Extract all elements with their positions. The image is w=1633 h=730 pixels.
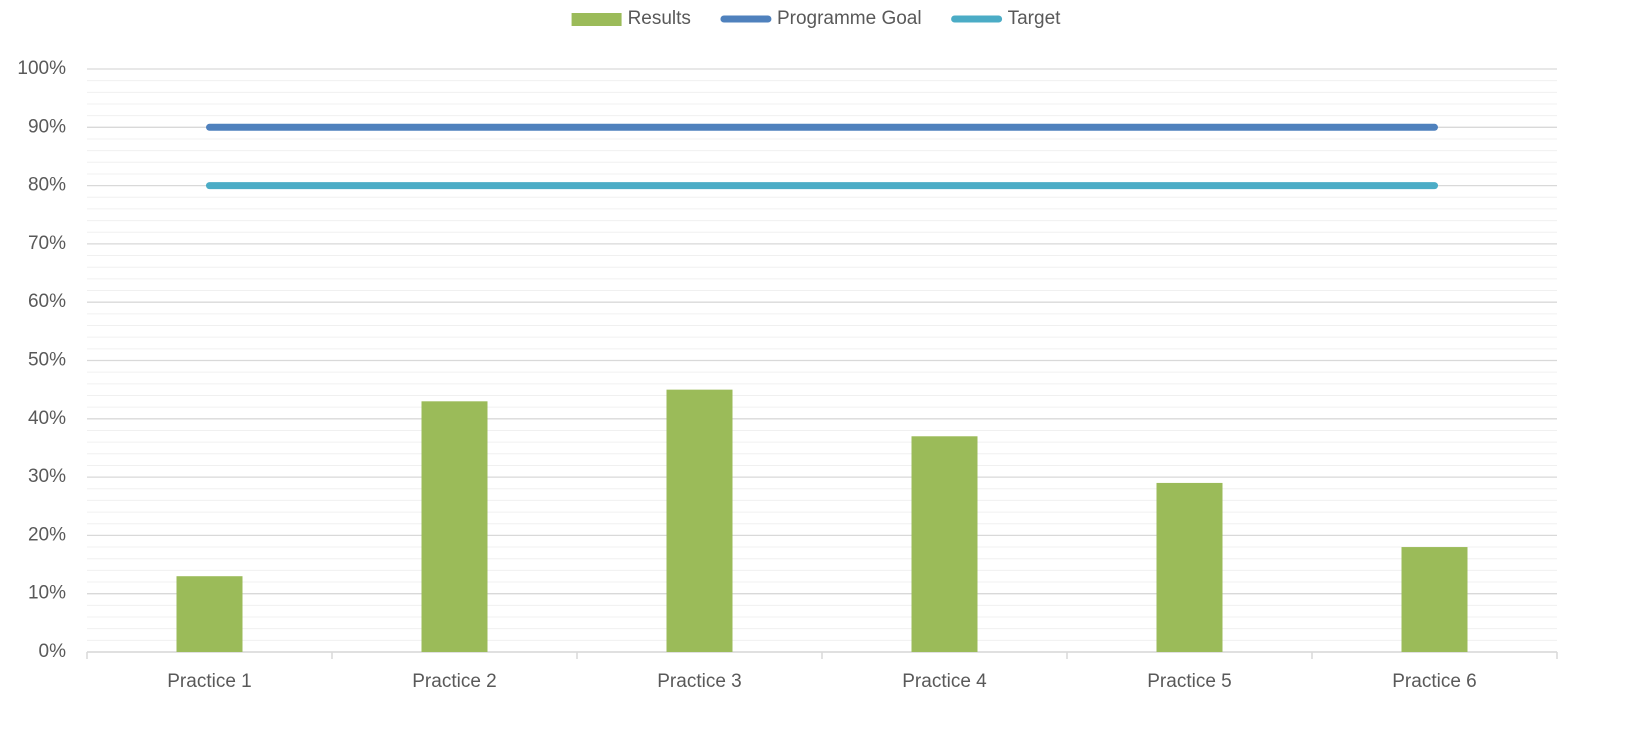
legend-swatch — [571, 13, 622, 26]
legend-label: Results — [628, 8, 691, 29]
y-tick-label: 80% — [28, 175, 66, 196]
x-tick-label: Practice 6 — [1392, 671, 1476, 692]
bar — [1401, 547, 1468, 652]
x-tick-label: Practice 5 — [1147, 671, 1231, 692]
y-tick-label: 0% — [39, 641, 67, 662]
y-tick-label: 10% — [28, 583, 66, 604]
x-tick-label: Practice 1 — [167, 671, 251, 692]
bar — [666, 389, 733, 652]
y-tick-label: 60% — [28, 291, 66, 312]
legend-label: Target — [1008, 8, 1062, 29]
bar — [176, 576, 243, 652]
legend-label: Programme Goal — [777, 8, 922, 29]
bar — [1156, 482, 1223, 652]
y-tick-label: 70% — [28, 233, 66, 254]
y-tick-label: 40% — [28, 408, 66, 429]
bar — [421, 401, 488, 652]
y-tick-label: 20% — [28, 524, 66, 545]
bar — [911, 436, 978, 652]
x-tick-label: Practice 3 — [657, 671, 741, 692]
y-tick-label: 50% — [28, 350, 66, 371]
y-tick-label: 100% — [17, 58, 66, 79]
y-tick-label: 90% — [28, 116, 66, 137]
x-tick-label: Practice 2 — [412, 671, 496, 692]
x-tick-label: Practice 4 — [902, 671, 987, 692]
y-tick-label: 30% — [28, 466, 66, 487]
